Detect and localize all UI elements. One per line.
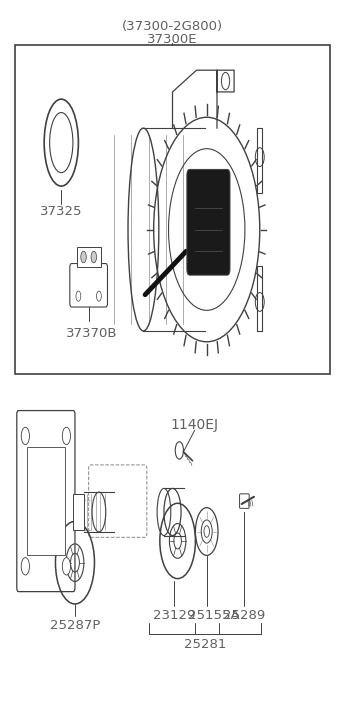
FancyBboxPatch shape [70, 264, 108, 307]
Circle shape [62, 427, 70, 445]
Circle shape [21, 427, 29, 445]
Circle shape [62, 558, 70, 575]
Text: 37325: 37325 [40, 205, 82, 218]
Circle shape [81, 252, 86, 263]
FancyBboxPatch shape [187, 169, 230, 275]
Text: 23129: 23129 [153, 609, 195, 622]
Text: 1140EJ: 1140EJ [171, 418, 219, 432]
Text: 37300E: 37300E [147, 33, 198, 46]
Text: 25281: 25281 [184, 638, 226, 651]
Circle shape [76, 291, 81, 301]
Polygon shape [73, 494, 83, 530]
Text: 25155A: 25155A [188, 609, 239, 622]
Bar [27, 447, 65, 555]
Bar [77, 247, 101, 268]
FancyBboxPatch shape [17, 411, 75, 592]
Text: 37370B: 37370B [66, 326, 118, 340]
Text: 25289: 25289 [223, 609, 266, 622]
Text: 25287P: 25287P [50, 619, 100, 632]
FancyBboxPatch shape [239, 494, 249, 508]
Circle shape [91, 252, 97, 263]
Bar [15, 45, 330, 374]
Text: (37300-2G800): (37300-2G800) [122, 20, 223, 33]
Circle shape [97, 291, 101, 301]
Circle shape [21, 558, 29, 575]
